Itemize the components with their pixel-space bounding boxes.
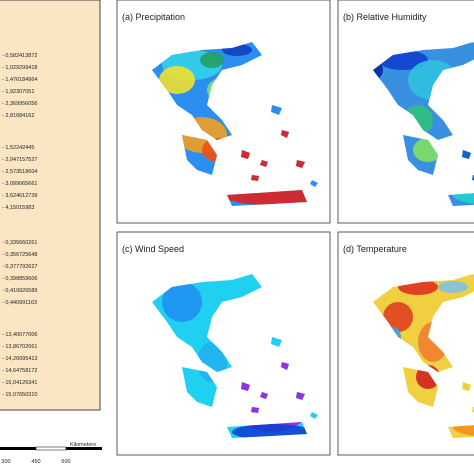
- legend-label: - 2,047157527: [2, 157, 37, 163]
- legend-label: - 0,419926589: [2, 288, 37, 294]
- map-panel: (a) Precipitation: [116, 0, 331, 224]
- legend-label: - 3,624612739: [2, 193, 37, 199]
- legend-label: - 0,582413872: [2, 53, 37, 59]
- map-panel: (b) Relative Humidity: [337, 0, 474, 224]
- map-zone: [438, 281, 468, 293]
- legend-label: - 1,029299418: [2, 65, 37, 71]
- scale-segment: [0, 447, 36, 450]
- legend-label: - 15,07650310: [2, 392, 37, 398]
- panel-frame: [337, 0, 474, 224]
- legend-label: - 1,476184964: [2, 77, 37, 83]
- legend: - 0,582413872 - 1,029299418 - 1,476184964 -…: [2, 53, 37, 398]
- panel-title: (b) Relative Humidity: [343, 12, 427, 22]
- legend-label: - 1,92307051: [2, 89, 34, 95]
- legend-label: - 2,573518604: [2, 169, 37, 175]
- legend-label: - 0,440991163: [2, 300, 37, 306]
- map-zone: [200, 52, 224, 68]
- map-zone: [159, 66, 195, 94]
- scale-tick-label: 300: [1, 459, 10, 465]
- map-zone: [162, 282, 202, 322]
- legend-label: - 14,64758172: [2, 368, 37, 374]
- panel-frame: [116, 0, 331, 224]
- panel-frame: [116, 231, 331, 456]
- map-zone: [383, 302, 413, 332]
- legend-label: - 1,52242445: [2, 145, 34, 151]
- scale-unit: Kilometers: [70, 442, 96, 448]
- legend-label: - 3,099065661: [2, 181, 37, 187]
- legend-label: - 13,40077006: [2, 332, 37, 338]
- panel-title: (d) Temperature: [343, 244, 407, 254]
- scale-tick-label: 450: [31, 459, 40, 465]
- scale-bar: [0, 446, 102, 451]
- panel-frame: [337, 231, 474, 456]
- legend-label: - 4,15015983: [2, 205, 34, 211]
- legend-label: - 13,86702061: [2, 344, 37, 350]
- scale-segment: [66, 447, 102, 450]
- legend-label: - 15,04126341: [2, 380, 37, 386]
- legend-label: - 2,369956056: [2, 101, 37, 107]
- legend-label: - 0,377792627: [2, 264, 37, 270]
- panel-title: (a) Precipitation: [122, 12, 185, 22]
- panel-title: (c) Wind Speed: [122, 244, 184, 254]
- legend-panel: [0, 0, 101, 411]
- legend-label: - 2,81684162: [2, 113, 34, 119]
- legend-label: - 0,398859606: [2, 276, 37, 282]
- legend-label: - 0,356725648: [2, 252, 37, 258]
- legend-label: - 0,335660261: [2, 240, 37, 246]
- scale-tick-label: 600: [61, 459, 70, 465]
- map-panel: (d) Temperature: [337, 231, 474, 456]
- scale-segment: [35, 446, 67, 451]
- legend-label: - 14,26095413: [2, 356, 37, 362]
- map-panel: (c) Wind Speed: [116, 231, 331, 456]
